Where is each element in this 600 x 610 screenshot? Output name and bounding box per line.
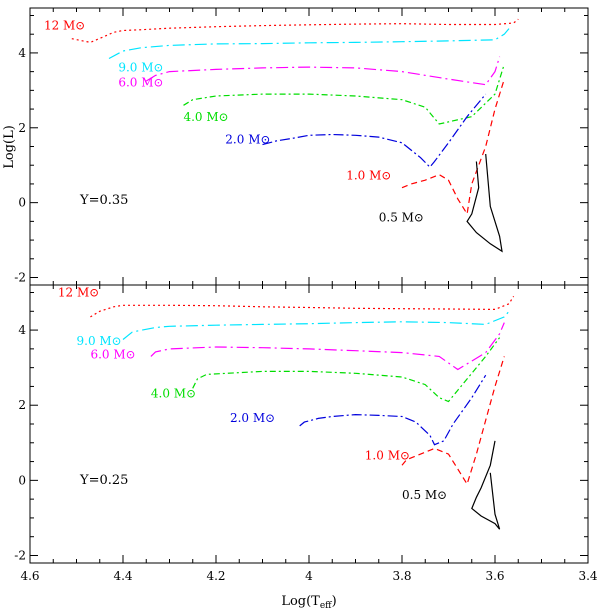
x-tick-label: 4.2 (206, 569, 225, 583)
panel-bottom-ticks: -2 0 2 4 4.6 4.4 4.2 4 3.8 3.6 3.4 (14, 285, 598, 583)
y-tick-label: 0 (18, 196, 26, 210)
track-mass-label: 6.0 M⊙ (118, 76, 163, 90)
x-axis-title-end: ) (332, 594, 337, 609)
x-tick-label: 3.6 (485, 569, 504, 583)
track-mass-label: 9.0 M⊙ (118, 61, 163, 75)
track-mass-label: 0.5 M⊙ (402, 488, 447, 502)
evolutionary-track (401, 78, 505, 216)
y-tick-label: 2 (18, 121, 26, 135)
panel-top-annotation: Y=0.35 (79, 193, 128, 208)
y-tick-label: 0 (18, 473, 26, 487)
x-tick-label: 4.4 (113, 569, 132, 583)
evolutionary-track (108, 28, 510, 60)
x-tick-label: 4 (305, 569, 313, 583)
panel-top: -2 0 2 4 12 M⊙ 9.0 M⊙6.0 M⊙ 4.0 M⊙ 2.0 M⊙ 1.0 M… (2, 7, 589, 286)
track-mass-label: 1.0 M⊙ (365, 449, 410, 463)
x-tick-label: 4.6 (20, 569, 39, 583)
y-axis-title: Log(L) (2, 125, 17, 169)
track-mass-label: 0.5 M⊙ (379, 210, 424, 224)
evolutionary-track (90, 295, 515, 318)
evolutionary-track (71, 18, 519, 44)
x-axis-title: Log(Teff) (281, 594, 336, 610)
panel-bottom-tracks (90, 295, 515, 530)
x-axis-title-sub: eff (320, 601, 332, 610)
evolutionary-track (262, 93, 487, 168)
x-axis-title-main: Log(T (281, 594, 320, 609)
track-mass-label: 2.0 M⊙ (230, 411, 275, 425)
panel-top-tracks (71, 18, 519, 253)
evolutionary-track (401, 356, 505, 486)
x-tick-label: 3.4 (578, 569, 597, 583)
x-tick-label: 3.8 (392, 569, 411, 583)
y-tick-label: 4 (18, 46, 26, 60)
track-mass-label: 2.0 M⊙ (225, 133, 270, 147)
evolutionary-track (466, 153, 503, 253)
track-mass-label: 12 M⊙ (58, 285, 99, 299)
y-tick-label: -2 (14, 548, 26, 562)
evolutionary-track (192, 337, 501, 403)
panel-top-ticks: -2 0 2 4 (14, 8, 589, 285)
y-tick-label: 2 (18, 398, 26, 412)
y-tick-label: 4 (18, 323, 26, 337)
track-mass-label: 12 M⊙ (44, 19, 85, 33)
evolutionary-track (299, 374, 487, 446)
track-mass-label: 4.0 M⊙ (151, 387, 196, 401)
track-mass-label: 9.0 M⊙ (77, 334, 122, 348)
track-mass-label: 1.0 M⊙ (346, 168, 391, 182)
track-mass-label: 6.0 M⊙ (90, 347, 135, 361)
panel-top-labels: 12 M⊙ 9.0 M⊙6.0 M⊙ 4.0 M⊙ 2.0 M⊙ 1.0 M⊙ 0.5 M… (44, 19, 424, 225)
evolutionary-track (145, 56, 501, 86)
panel-bottom-labels: 12 M⊙ 9.0 M⊙6.0 M⊙ 4.0 M⊙ 2.0 M⊙ 1.0 M⊙ 0.5 M… (58, 285, 447, 502)
panel-bottom-annotation: Y=0.25 (79, 473, 128, 488)
y-tick-label: -2 (14, 271, 26, 285)
evolutionary-track (471, 440, 501, 530)
track-mass-label: 4.0 M⊙ (183, 110, 228, 124)
panel-bottom: -2 0 2 4 4.6 4.4 4.2 4 3.8 3.6 3.4 12 M⊙ 9.0 M⊙6.0 … (14, 284, 598, 610)
evolutionary-track (150, 322, 505, 371)
evolutionary-track (183, 63, 505, 125)
